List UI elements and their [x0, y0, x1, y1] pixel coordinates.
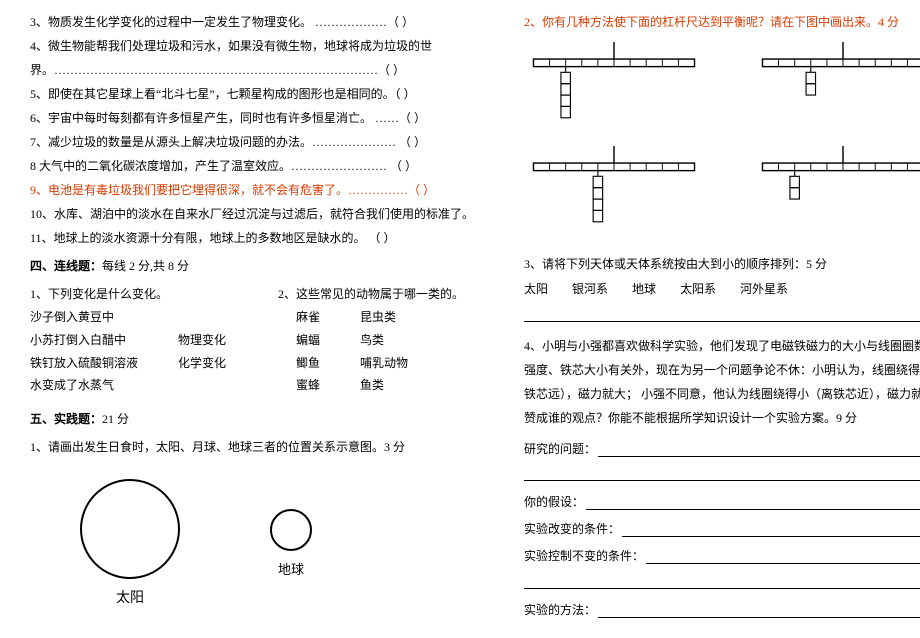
q5: 5、即使在其它星球上看“北斗七星”，七颗星构成的图形也是相同的。（ ） [30, 82, 474, 106]
right-q4b: 强度、铁芯大小有关外，现在为另一个问题争论不休：小明认为，线圈绕得大（离 [524, 358, 920, 382]
match-col-1: 沙子倒入黄豆中小苏打倒入白醋中铁钉放入硫酸铜溶液水变成了水蒸气 [30, 306, 138, 397]
match-col-2: 物理变化化学变化 [178, 306, 226, 397]
hypo-row: 你的假设： [524, 493, 920, 510]
match-item: 铁钉放入硫酸铜溶液 [30, 352, 138, 375]
match-item: 麻雀 [296, 306, 320, 329]
right-column: 2、你有几种方法使下面的杠杆尺达到平衡呢？请在下图中画出来。4 分 3、请将下列… [499, 10, 920, 618]
q7: 7、减少垃圾的数量是从源头上解决垃圾问题的办法。………………… （ ） [30, 130, 474, 154]
match-item: 水变成了水蒸气 [30, 374, 138, 397]
research-blank2[interactable] [524, 465, 920, 482]
match-item: 昆虫类 [360, 306, 408, 329]
earth-circle [270, 509, 312, 551]
q6: 6、宇宙中每时每刻都有许多恒星产生，同时也有许多恒星消亡。 ……（ ） [30, 106, 474, 130]
match-item: 鲫鱼 [296, 352, 320, 375]
match-item: 沙子倒入黄豆中 [30, 306, 138, 329]
match-col-3: 麻雀蝙蝠鲫鱼蜜蜂 [296, 306, 320, 397]
match-table: 沙子倒入黄豆中小苏打倒入白醋中铁钉放入硫酸铜溶液水变成了水蒸气 物理变化化学变化… [30, 306, 474, 397]
q3: 3、物质发生化学变化的过程中一定发生了物理变化。 ………………（ ） [30, 10, 474, 34]
sec5-q1: 1、请画出发生日食时，太阳、月球、地球三者的位置关系示意图。3 分 [30, 435, 474, 459]
sort-blank[interactable] [524, 305, 920, 322]
sort-item: 河外星系 [740, 280, 788, 297]
sec5-title-bold: 五、实践题： [30, 412, 102, 426]
earth-label: 地球 [278, 559, 304, 578]
lever-diagram [753, 146, 920, 236]
match-item [178, 306, 226, 329]
match-item: 鸟类 [360, 329, 408, 352]
sun-group: 太阳 [80, 479, 180, 607]
sort-item: 银河系 [572, 280, 608, 297]
match-item: 化学变化 [178, 352, 226, 375]
match-item: 鱼类 [360, 374, 408, 397]
sec4-sub: 每线 2 分,共 8 分 [102, 259, 189, 273]
match-item: 哺乳动物 [360, 352, 408, 375]
research-blank[interactable] [598, 441, 920, 457]
match-item: 物理变化 [178, 329, 226, 352]
q8: 8 大气中的二氧化碳浓度增加，产生了温室效应。…………………… （ ） [30, 154, 474, 178]
lever-cell [524, 146, 733, 240]
match-item [178, 374, 226, 397]
lever-diagram [753, 42, 920, 132]
sort-item: 地球 [632, 280, 656, 297]
q9: 9、电池是有毒垃圾我们要把它埋得很深，就不会有危害了。……………（ ） [30, 178, 474, 202]
lever-grid [524, 42, 920, 240]
control-label: 实验控制不变的条件： [524, 547, 644, 564]
lever-cell [524, 42, 733, 136]
sec4-left-title: 1、下列变化是什么变化。 [30, 282, 168, 306]
left-column: 3、物质发生化学变化的过程中一定发生了物理变化。 ………………（ ） 4、微生物… [30, 10, 499, 618]
research-row: 研究的问题： [524, 440, 920, 457]
lever-cell [753, 42, 920, 136]
method-row: 实验的方法： [524, 601, 920, 618]
control-blank2[interactable] [524, 572, 920, 589]
match-item: 蝙蝠 [296, 329, 320, 352]
method-label: 实验的方法： [524, 601, 596, 618]
earth-group: 地球 [270, 509, 312, 578]
lever-cell [753, 146, 920, 240]
right-q3: 3、请将下列天体或天体系统按由大到小的顺序排列：5 分 [524, 252, 920, 276]
right-q4a: 4、小明与小强都喜欢做科学实验，他们发现了电磁铁磁力的大小与线圈圈数、电流 [524, 334, 920, 358]
q4a: 4、微生物能帮我们处理垃圾和污水，如果没有微生物，地球将成为垃圾的世 [30, 34, 474, 58]
q4b: 界。………………………………………………………………………（ ） [30, 58, 474, 82]
q11: 11、地球上的淡水资源十分有限，地球上的多数地区是缺水的。 （ ） [30, 226, 474, 250]
sec5-sub: 21 分 [102, 412, 129, 426]
sec4-right-title: 2、这些常见的动物属于哪一类的。 [278, 282, 464, 306]
lever-diagram [524, 42, 704, 132]
sun-earth-diagram: 太阳 地球 [80, 479, 474, 607]
control-blank[interactable] [646, 548, 920, 564]
sun-circle [80, 479, 180, 579]
research-label: 研究的问题： [524, 440, 596, 457]
sec4-title-bold: 四、连线题： [30, 259, 102, 273]
q10: 10、水库、湖泊中的淡水在自来水厂经过沉淀与过滤后，就符合我们使用的标准了。 [30, 202, 474, 226]
right-q4d: 赞成谁的观点？你能不能根据所学知识设计一个实验方案。9 分 [524, 406, 920, 430]
change-label: 实验改变的条件： [524, 520, 620, 537]
hypo-label: 你的假设： [524, 493, 584, 510]
lever-diagram [524, 146, 704, 236]
sort-item: 太阳 [524, 280, 548, 297]
method-blank[interactable] [598, 602, 920, 618]
control-row: 实验控制不变的条件： [524, 547, 920, 564]
section4-title: 四、连线题：每线 2 分,共 8 分 [30, 254, 474, 278]
right-q2: 2、你有几种方法使下面的杠杆尺达到平衡呢？请在下图中画出来。4 分 [524, 10, 920, 34]
match-item: 蜜蜂 [296, 374, 320, 397]
match-col-4: 昆虫类鸟类哺乳动物鱼类 [360, 306, 408, 397]
hypo-blank[interactable] [586, 494, 920, 510]
sort-item: 太阳系 [680, 280, 716, 297]
sort-line: 太阳 银河系 地球 太阳系 河外星系 [524, 280, 920, 297]
right-q4c: 铁芯远），磁力就大； 小强不同意，他认为线圈绕得小（离铁芯近），磁力就大。你 [524, 382, 920, 406]
change-row: 实验改变的条件： [524, 520, 920, 537]
match-item: 小苏打倒入白醋中 [30, 329, 138, 352]
sun-label: 太阳 [116, 587, 144, 607]
change-blank[interactable] [622, 521, 920, 537]
section5-title: 五、实践题：21 分 [30, 407, 474, 431]
